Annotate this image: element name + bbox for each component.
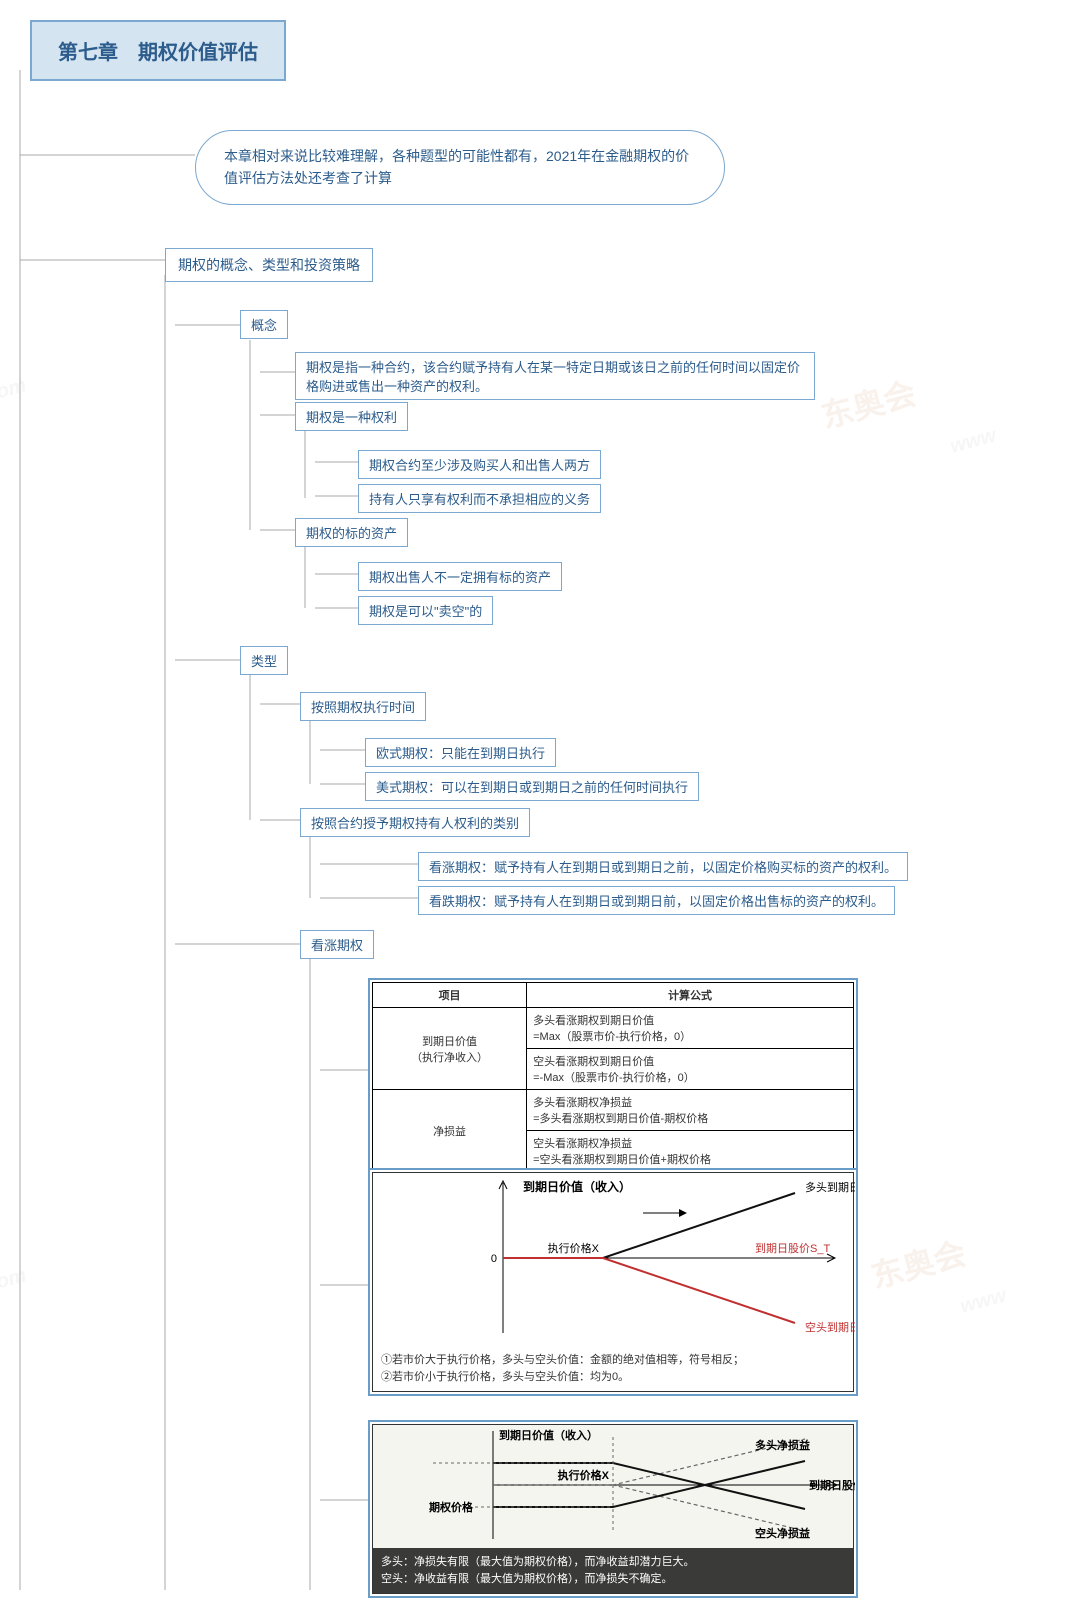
table-row-item: 到期日价值（执行净收入） — [373, 1008, 527, 1090]
right-item-0: 期权合约至少涉及购买人和出售人两方 — [358, 450, 601, 479]
asset-item-1: 期权是可以"卖空"的 — [358, 596, 493, 625]
chart-svg: 到期日价值（收入） 执行价格X 期权价格 到期日股价S_T 多头净损益空头净损益 — [373, 1425, 855, 1545]
table-cell: 空头看涨期权净损益=空头看涨期权到期日价值+期权价格 — [527, 1131, 854, 1172]
table-header-item: 项目 — [373, 983, 527, 1008]
table-cell: 多头看涨期权净损益=多头看涨期权到期日价值-期权价格 — [527, 1090, 854, 1131]
asset-label-node: 期权的标的资产 — [295, 518, 408, 547]
svg-text:空头到期日价值: 空头到期日价值 — [805, 1320, 855, 1334]
svg-text:0: 0 — [491, 1253, 497, 1265]
svg-text:多头到期日价值: 多头到期日价值 — [805, 1180, 855, 1194]
chart-note: ①若市价大于执行价格，多头与空头价值：金额的绝对值相等，符号相反；②若市价小于执… — [373, 1346, 853, 1391]
right-label-node: 期权是一种权利 — [295, 402, 408, 431]
svg-text:期权价格: 期权价格 — [429, 1500, 474, 1514]
right-item-1: 持有人只享有权利而不承担相应的义务 — [358, 484, 601, 513]
svg-text:到期日股价S_T: 到期日股价S_T — [809, 1478, 855, 1492]
by-time-item-1: 美式期权：可以在到期日或到期日之前的任何时间执行 — [365, 772, 699, 801]
payoff-chart-1: 0 到期日价值（收入） 执行价格X 多头到期日价值空头到期日价值 到期日股价S_T ①若市… — [368, 1168, 858, 1396]
concept-node: 概念 — [240, 310, 288, 339]
svg-text:到期日价值（收入）: 到期日价值（收入） — [499, 1428, 598, 1442]
table-cell: 空头看涨期权到期日价值=-Max（股票市价-执行价格，0） — [527, 1049, 854, 1090]
by-right-item-0: 看涨期权：赋予持有人在到期日或到期日之前，以固定价格购买标的资产的权利。 — [418, 852, 908, 881]
table-row-item: 净损益 — [373, 1090, 527, 1172]
payoff-chart-2: 到期日价值（收入） 执行价格X 期权价格 到期日股价S_T 多头净损益空头净损益多头：净… — [368, 1420, 858, 1598]
main-section-node: 期权的概念、类型和投资策略 — [165, 248, 373, 282]
chart-note: 多头：净损失有限（最大值为期权价格），而净收益却潜力巨大。空头：净收益有限（最大… — [373, 1548, 853, 1593]
chapter-title: 第七章 期权价值评估 — [30, 20, 286, 81]
svg-text:执行价格X: 执行价格X — [558, 1468, 610, 1482]
concept-definition: 期权是指一种合约，该合约赋予持有人在某一特定日期或该日之前的任何时间以固定价格购… — [295, 352, 815, 400]
svg-text:到期日股价S_T: 到期日股价S_T — [755, 1242, 830, 1255]
svg-text:多头净损益: 多头净损益 — [755, 1438, 810, 1452]
svg-text:到期日价值（收入）: 到期日价值（收入） — [523, 1179, 631, 1194]
table-header-formula: 计算公式 — [527, 983, 854, 1008]
table-cell: 多头看涨期权到期日价值=Max（股票市价-执行价格，0） — [527, 1008, 854, 1049]
types-node: 类型 — [240, 646, 288, 675]
by-time-label: 按照期权执行时间 — [300, 692, 426, 721]
chart-svg: 0 到期日价值（收入） 执行价格X 多头到期日价值空头到期日价值 到期日股价S_T — [373, 1173, 855, 1343]
svg-text:执行价格X: 执行价格X — [548, 1241, 600, 1255]
asset-item-0: 期权出售人不一定拥有标的资产 — [358, 562, 562, 591]
call-option-node: 看涨期权 — [300, 930, 374, 959]
chapter-intro: 本章相对来说比较难理解，各种题型的可能性都有，2021年在金融期权的价值评估方法… — [195, 130, 725, 205]
by-right-label: 按照合约授予期权持有人权利的类别 — [300, 808, 530, 837]
svg-text:空头净损益: 空头净损益 — [755, 1526, 810, 1540]
by-time-item-0: 欧式期权：只能在到期日执行 — [365, 738, 556, 767]
by-right-item-1: 看跌期权：赋予持有人在到期日或到期日前，以固定价格出售标的资产的权利。 — [418, 886, 895, 915]
